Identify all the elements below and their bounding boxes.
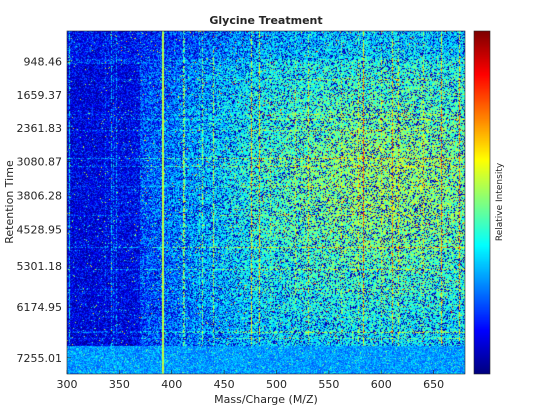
x-tick-label: 300 <box>57 378 78 391</box>
y-axis-ticks: 948.46 1659.37 2361.83 3080.87 3806.28 4528.9… <box>17 55 71 365</box>
colorbar-label: Relative Intensity <box>495 162 505 241</box>
y-tick-label: 6174.95 <box>17 301 63 314</box>
x-tick-label: 500 <box>266 378 287 391</box>
chart-title: Glycine Treatment <box>209 14 322 27</box>
x-tick-label: 600 <box>371 378 392 391</box>
heatmap-image <box>67 31 465 374</box>
plot-frame <box>66 30 466 375</box>
colorbar-frame <box>473 30 491 375</box>
y-tick-label: 3080.87 <box>17 156 63 169</box>
x-tick-label: 650 <box>423 378 444 391</box>
x-tick-label: 350 <box>109 378 130 391</box>
y-tick-label: 948.46 <box>24 55 63 68</box>
x-tick-label: 400 <box>161 378 182 391</box>
x-tick-label: 450 <box>214 378 235 391</box>
y-tick-label: 2361.83 <box>17 122 63 135</box>
y-tick-label: 1659.37 <box>17 89 63 102</box>
colorbar-gradient <box>474 31 490 374</box>
x-axis-ticks: 300 350 400 450 500 550 600 650 <box>57 370 444 391</box>
y-tick-label: 5301.18 <box>17 260 63 273</box>
heatmap-plot-area: 300 350 400 450 500 550 600 650 948.46 1659.37 23… <box>17 30 466 391</box>
x-axis-label: Mass/Charge (M/Z) <box>214 393 318 406</box>
y-tick-label: 7255.01 <box>17 352 63 365</box>
y-axis-label: Retention Time <box>3 160 16 244</box>
colorbar: Relative Intensity <box>473 30 505 375</box>
y-tick-label: 4528.95 <box>17 224 63 237</box>
y-tick-label: 3806.28 <box>17 190 63 203</box>
x-tick-label: 550 <box>318 378 339 391</box>
